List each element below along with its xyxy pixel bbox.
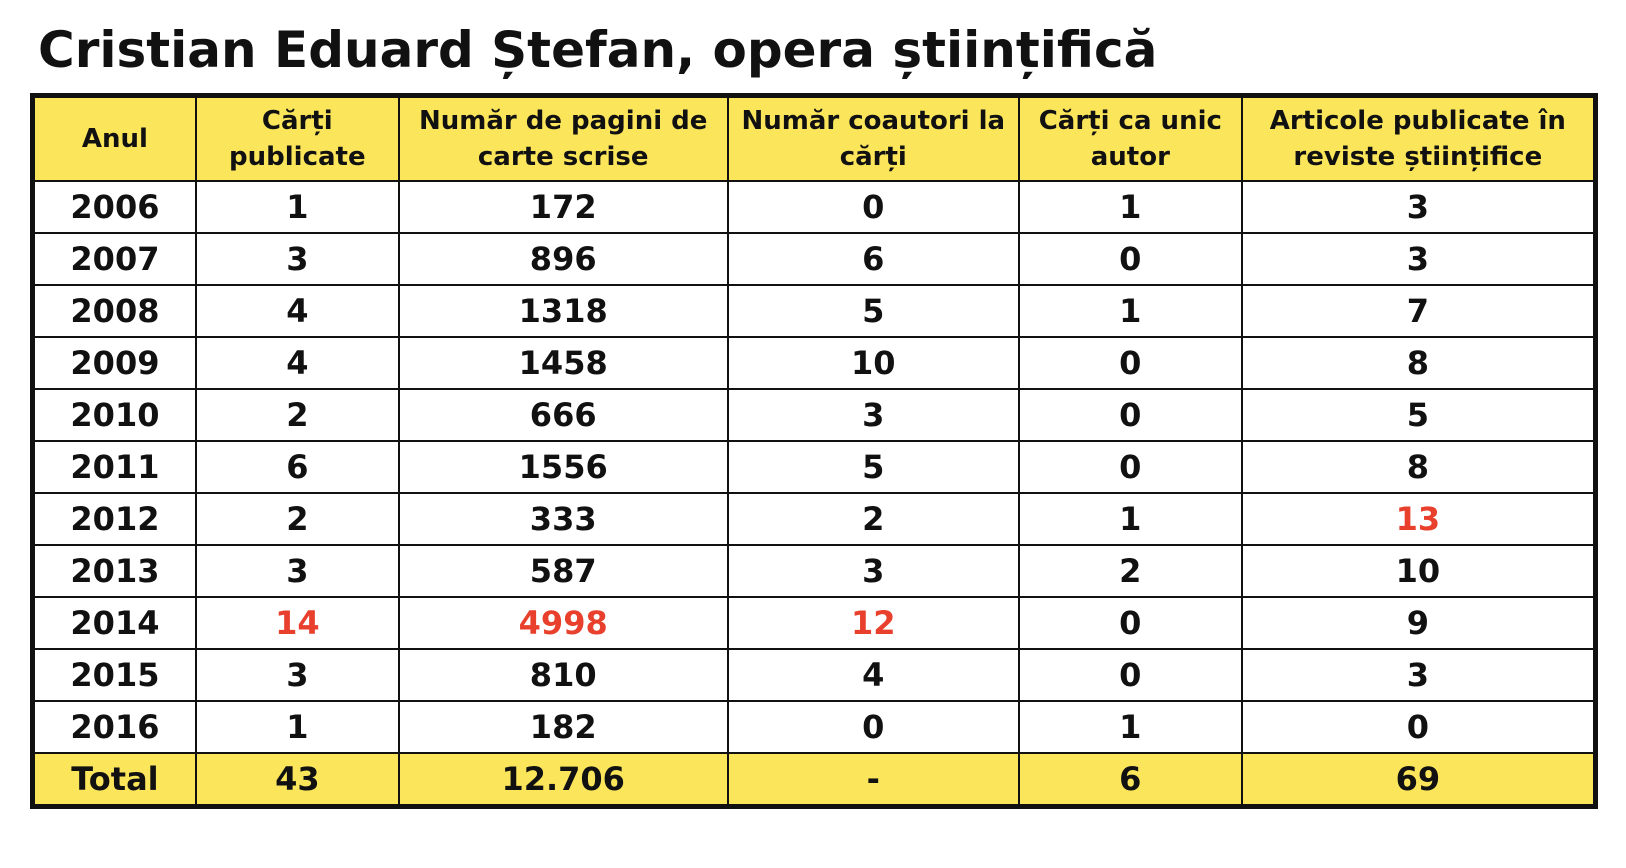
cell-sole-author: 0 xyxy=(1017,336,1243,390)
total-sole-author: 6 xyxy=(1017,752,1243,808)
cell-pages: 182 xyxy=(397,700,729,754)
cell-pages: 172 xyxy=(397,180,729,234)
header-books-published: Cărți publicate xyxy=(194,94,400,182)
cell-articles: 5 xyxy=(1240,388,1597,442)
cell-books: 3 xyxy=(194,648,400,702)
table-row: 2010 2 666 3 0 5 xyxy=(31,388,1597,442)
cell-pages: 810 xyxy=(397,648,729,702)
total-books: 43 xyxy=(194,752,400,808)
cell-year: 2008 xyxy=(31,284,197,338)
cell-sole-author: 1 xyxy=(1017,180,1243,234)
table-row: 2008 4 1318 5 1 7 xyxy=(31,284,1597,338)
cell-coauthors: 10 xyxy=(726,336,1020,390)
cell-articles: 3 xyxy=(1240,180,1597,234)
table-row: 2011 6 1556 5 0 8 xyxy=(31,440,1597,494)
cell-articles: 13 xyxy=(1240,492,1597,546)
cell-articles: 3 xyxy=(1240,232,1597,286)
cell-articles: 10 xyxy=(1240,544,1597,598)
cell-coauthors: 0 xyxy=(726,180,1020,234)
cell-books: 3 xyxy=(194,232,400,286)
header-row: Anul Cărți publicate Număr de pagini de … xyxy=(31,94,1597,182)
cell-sole-author: 1 xyxy=(1017,700,1243,754)
cell-coauthors: 3 xyxy=(726,544,1020,598)
cell-coauthors: 4 xyxy=(726,648,1020,702)
table-row: 2016 1 182 0 1 0 xyxy=(31,700,1597,754)
cell-year: 2011 xyxy=(31,440,197,494)
cell-articles: 7 xyxy=(1240,284,1597,338)
cell-year: 2014 xyxy=(31,596,197,650)
cell-pages: 666 xyxy=(397,388,729,442)
total-label: Total xyxy=(31,752,197,808)
cell-year: 2016 xyxy=(31,700,197,754)
cell-year: 2015 xyxy=(31,648,197,702)
cell-pages: 896 xyxy=(397,232,729,286)
cell-coauthors: 5 xyxy=(726,284,1020,338)
cell-year: 2010 xyxy=(31,388,197,442)
cell-coauthors: 2 xyxy=(726,492,1020,546)
cell-sole-author: 0 xyxy=(1017,232,1243,286)
table-row: 2013 3 587 3 2 10 xyxy=(31,544,1597,598)
cell-books: 4 xyxy=(194,284,400,338)
cell-books: 1 xyxy=(194,700,400,754)
cell-pages: 587 xyxy=(397,544,729,598)
cell-coauthors: 5 xyxy=(726,440,1020,494)
cell-books: 1 xyxy=(194,180,400,234)
cell-sole-author: 2 xyxy=(1017,544,1243,598)
cell-coauthors: 12 xyxy=(726,596,1020,650)
cell-books: 3 xyxy=(194,544,400,598)
cell-pages: 1458 xyxy=(397,336,729,390)
table-row: 2006 1 172 0 1 3 xyxy=(31,180,1597,234)
header-coauthors: Număr coautori la cărți xyxy=(726,94,1020,182)
cell-pages: 4998 xyxy=(397,596,729,650)
cell-pages: 1318 xyxy=(397,284,729,338)
total-row: Total 43 12.706 - 6 69 xyxy=(31,752,1597,808)
total-articles: 69 xyxy=(1240,752,1597,808)
cell-sole-author: 0 xyxy=(1017,648,1243,702)
cell-books: 4 xyxy=(194,336,400,390)
cell-books: 6 xyxy=(194,440,400,494)
table-row: 2012 2 333 2 1 13 xyxy=(31,492,1597,546)
header-articles: Articole publicate în reviste științific… xyxy=(1240,94,1597,182)
cell-articles: 3 xyxy=(1240,648,1597,702)
cell-coauthors: 0 xyxy=(726,700,1020,754)
total-coauthors: - xyxy=(726,752,1020,808)
cell-articles: 8 xyxy=(1240,440,1597,494)
cell-pages: 1556 xyxy=(397,440,729,494)
cell-books: 2 xyxy=(194,492,400,546)
cell-year: 2009 xyxy=(31,336,197,390)
table-row: 2007 3 896 6 0 3 xyxy=(31,232,1597,286)
cell-articles: 8 xyxy=(1240,336,1597,390)
cell-coauthors: 6 xyxy=(726,232,1020,286)
cell-year: 2013 xyxy=(31,544,197,598)
cell-books: 14 xyxy=(194,596,400,650)
cell-articles: 9 xyxy=(1240,596,1597,650)
cell-coauthors: 3 xyxy=(726,388,1020,442)
cell-year: 2007 xyxy=(31,232,197,286)
total-pages: 12.706 xyxy=(397,752,729,808)
header-sole-author-books: Cărți ca unic autor xyxy=(1017,94,1243,182)
table-row: 2009 4 1458 10 0 8 xyxy=(31,336,1597,390)
table-row: 2015 3 810 4 0 3 xyxy=(31,648,1597,702)
cell-sole-author: 0 xyxy=(1017,388,1243,442)
cell-pages: 333 xyxy=(397,492,729,546)
table-row: 2014 14 4998 12 0 9 xyxy=(31,596,1597,650)
cell-year: 2006 xyxy=(31,180,197,234)
cell-sole-author: 0 xyxy=(1017,440,1243,494)
cell-sole-author: 1 xyxy=(1017,284,1243,338)
header-pages-written: Număr de pagini de carte scrise xyxy=(397,94,729,182)
header-year: Anul xyxy=(31,94,197,182)
cell-books: 2 xyxy=(194,388,400,442)
cell-sole-author: 0 xyxy=(1017,596,1243,650)
cell-year: 2012 xyxy=(31,492,197,546)
publications-table: Anul Cărți publicate Număr de pagini de … xyxy=(30,93,1598,809)
cell-sole-author: 1 xyxy=(1017,492,1243,546)
page-title: Cristian Eduard Ștefan, opera științific… xyxy=(38,21,1158,79)
cell-articles: 0 xyxy=(1240,700,1597,754)
